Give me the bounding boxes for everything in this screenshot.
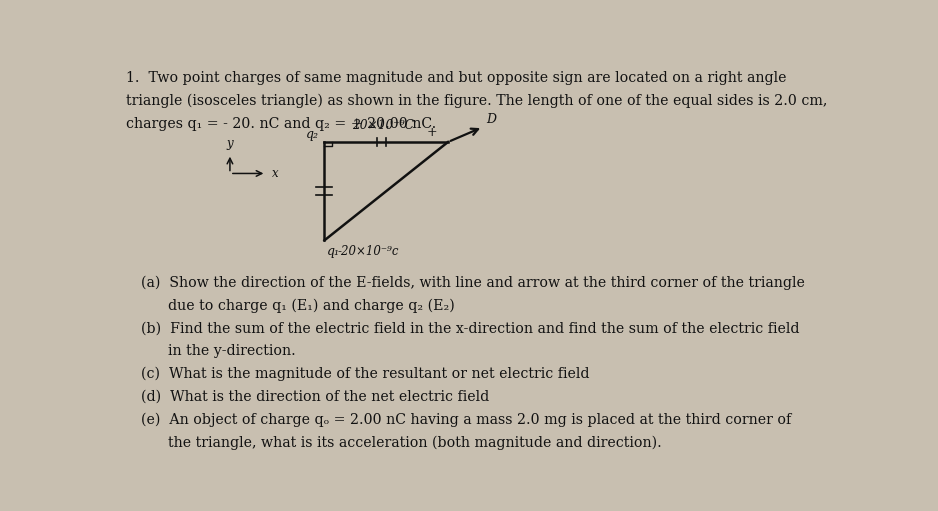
Text: (e)  An object of charge qₒ = 2.00 nC having a mass 2.0 mg is placed at the thir: (e) An object of charge qₒ = 2.00 nC hav…	[141, 413, 791, 427]
Text: D: D	[486, 113, 496, 126]
Text: x: x	[272, 167, 279, 180]
Text: (d)  What is the direction of the net electric field: (d) What is the direction of the net ele…	[141, 390, 489, 404]
Text: q₂: q₂	[306, 128, 319, 141]
Text: +: +	[427, 126, 437, 139]
Text: (b)  Find the sum of the electric field in the x-direction and find the sum of t: (b) Find the sum of the electric field i…	[141, 321, 799, 335]
Text: due to charge q₁ (E₁) and charge q₂ (E₂): due to charge q₁ (E₁) and charge q₂ (E₂)	[141, 298, 454, 313]
Text: -20×10⁻⁹c: -20×10⁻⁹c	[338, 245, 399, 258]
Text: charges q₁ = - 20. nC and q₂ = + 20.00 nC.: charges q₁ = - 20. nC and q₂ = + 20.00 n…	[126, 117, 436, 131]
Text: 20×10⁻⁹C: 20×10⁻⁹C	[352, 119, 414, 132]
Text: in the y-direction.: in the y-direction.	[141, 344, 295, 358]
Text: q₁: q₁	[326, 245, 340, 258]
Text: y: y	[227, 137, 234, 150]
Text: (a)  Show the direction of the E-fields, with line and arrow at the third corner: (a) Show the direction of the E-fields, …	[141, 276, 805, 290]
Text: triangle (isosceles triangle) as shown in the figure. The length of one of the e: triangle (isosceles triangle) as shown i…	[126, 94, 827, 108]
Text: (c)  What is the magnitude of the resultant or net electric field: (c) What is the magnitude of the resulta…	[141, 367, 589, 381]
Text: 1.  Two point charges of same magnitude and but opposite sign are located on a r: 1. Two point charges of same magnitude a…	[126, 71, 786, 85]
Text: the triangle, what is its acceleration (both magnitude and direction).: the triangle, what is its acceleration (…	[141, 435, 661, 450]
